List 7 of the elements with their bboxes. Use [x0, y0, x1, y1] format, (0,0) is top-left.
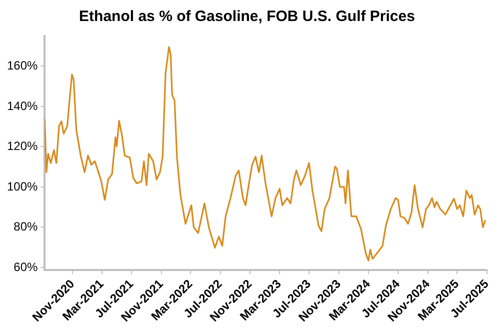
y-tick-label: 120% — [6, 139, 38, 154]
y-tick-label: 100% — [6, 179, 38, 194]
y-tick-label: 80% — [14, 220, 38, 234]
y-tick-label: 60% — [14, 260, 38, 274]
y-tick-label: 140% — [6, 98, 38, 113]
y-tick-label: 160% — [6, 58, 38, 73]
chart-title: Ethanol as % of Gasoline, FOB U.S. Gulf Prices — [79, 8, 415, 26]
